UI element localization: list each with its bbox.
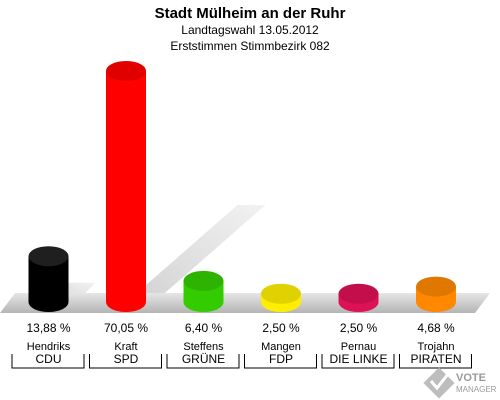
candidate-label: Kraft <box>114 341 137 353</box>
chart-subtitle-2: Erststimmen Stimmbezirk 082 <box>170 39 330 53</box>
value-label: 2,50 % <box>262 321 300 335</box>
bar-body <box>28 256 69 312</box>
bar-top <box>183 270 224 291</box>
category-bracket <box>166 354 240 369</box>
candidate-label: Trojahn <box>418 341 455 353</box>
bar-top <box>338 283 379 304</box>
bar-shadow <box>122 204 266 306</box>
logo-manager-text: MANAGER <box>456 385 497 394</box>
bar-spd <box>106 61 146 312</box>
value-label: 70,05 % <box>104 321 148 335</box>
bar-top <box>106 61 146 81</box>
candidate-label: Hendriks <box>27 341 71 353</box>
bar-body <box>106 71 146 312</box>
bar-cdu <box>28 246 69 312</box>
bars-layer <box>28 61 456 312</box>
vote-manager-logo: VOTE MANAGER <box>423 367 497 399</box>
party-label: FDP <box>269 352 293 366</box>
party-label: PIRATEN <box>410 352 461 366</box>
bar-top <box>416 276 456 297</box>
party-label: SPD <box>114 352 139 366</box>
bar-top <box>28 246 69 267</box>
candidate-label: Pernau <box>341 341 376 353</box>
candidate-label: Steffens <box>183 341 224 353</box>
candidate-label: Mangen <box>261 341 301 353</box>
bar-top <box>261 283 301 304</box>
category-bracket <box>11 354 85 369</box>
party-label: DIE LINKE <box>329 352 387 366</box>
value-label: 13,88 % <box>26 321 70 335</box>
bar-die-linke <box>338 283 379 312</box>
value-label: 4,68 % <box>417 321 455 335</box>
value-label: 6,40 % <box>185 321 223 335</box>
category-bracket <box>244 354 317 369</box>
value-label: 2,50 % <box>340 321 378 335</box>
logo-checkmark-icon <box>423 367 455 399</box>
chart-subtitle: Landtagswahl 13.05.2012 <box>181 23 319 37</box>
party-label: GRÜNE <box>182 352 225 366</box>
party-label: CDU <box>36 352 62 366</box>
category-bracket <box>89 354 162 369</box>
bar-fdp <box>261 283 301 312</box>
bar-grüne <box>183 270 224 312</box>
bar-piraten <box>416 276 456 312</box>
chart-title: Stadt Mülheim an der Ruhr <box>155 5 346 22</box>
category-bracket <box>399 354 472 369</box>
logo-vote-text: VOTE <box>456 372 486 384</box>
category-bracket <box>321 354 395 369</box>
